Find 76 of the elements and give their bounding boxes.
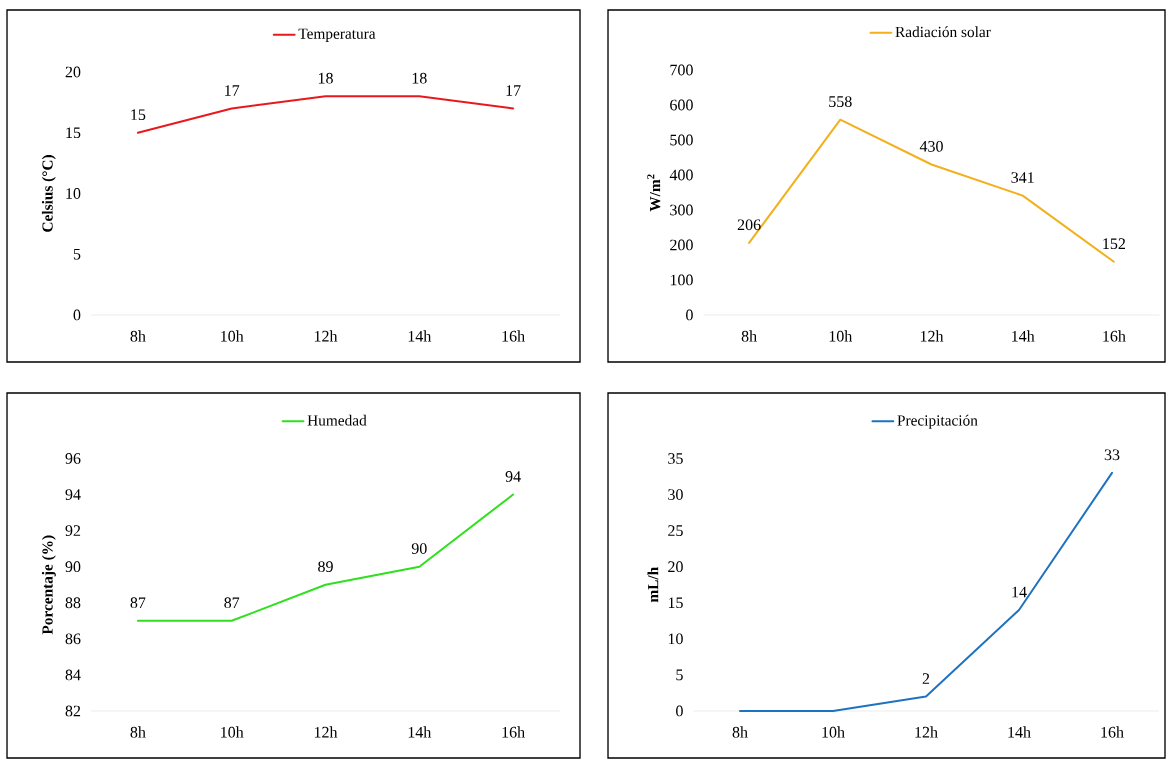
y-tick-label: 300 — [670, 204, 693, 216]
y-tick-label: 86 — [65, 633, 81, 645]
data-label: 87 — [224, 597, 240, 609]
y-tick-label: 15 — [66, 127, 81, 139]
data-label: 206 — [737, 219, 761, 231]
x-tick-label: 14h — [1008, 726, 1031, 738]
x-tick-label: 8h — [732, 726, 748, 738]
x-tick-label: 16h — [1101, 726, 1124, 738]
y-tick-label: 88 — [65, 597, 81, 609]
data-label: 152 — [1103, 238, 1125, 250]
x-tick-label: 16h — [502, 726, 525, 738]
x-tick-label: 14h — [1012, 330, 1035, 342]
x-tick-label: 10h — [221, 330, 244, 342]
y-tick-label: 35 — [668, 453, 683, 464]
y-tick-label: 92 — [65, 525, 81, 536]
data-label: 87 — [130, 597, 146, 609]
y-tick-label: 20 — [668, 561, 683, 573]
y-tick-label: 400 — [669, 169, 693, 181]
x-tick-label: 8h — [741, 330, 757, 342]
y-axis-title: Porcentaje (%) — [41, 535, 56, 635]
y-axis-title: mL/h — [647, 567, 659, 603]
data-label: 341 — [1011, 172, 1034, 183]
data-label: 18 — [412, 72, 427, 84]
legend-label: Humedad — [307, 414, 367, 426]
y-tick-label: 96 — [65, 453, 81, 464]
y-tick-label: 15 — [668, 597, 683, 609]
x-tick-label: 8h — [130, 726, 146, 738]
x-tick-label: 10h — [822, 726, 845, 738]
x-tick-label: 14h — [408, 330, 432, 342]
data-label: 430 — [919, 140, 943, 152]
data-label: 94 — [505, 471, 521, 482]
y-tick-label: 10 — [668, 633, 683, 645]
y-tick-label: 600 — [670, 99, 693, 111]
data-label: 89 — [318, 561, 333, 573]
x-tick-label: 8h — [130, 330, 146, 342]
x-tick-label: 14h — [408, 726, 432, 738]
data-label: 558 — [829, 96, 852, 107]
legend-label: Radiación solar — [895, 26, 991, 38]
data-label: 17 — [506, 85, 521, 96]
data-label: 90 — [411, 543, 427, 554]
x-tick-label: 12h — [915, 726, 938, 738]
x-tick-label: 12h — [314, 330, 338, 342]
y-tick-label: 0 — [73, 309, 81, 321]
y-tick-label: 5 — [676, 669, 683, 681]
data-label: 2 — [922, 673, 930, 684]
y-tick-label: 20 — [65, 66, 81, 78]
y-tick-label: 84 — [65, 669, 81, 681]
x-tick-label: 12h — [314, 726, 338, 738]
y-tick-label: 5 — [73, 248, 81, 260]
line-series — [739, 471, 1113, 712]
data-label: 14 — [1012, 586, 1027, 598]
y-tick-label: 500 — [670, 134, 693, 146]
x-tick-label: 10h — [829, 330, 853, 342]
y-tick-label: 0 — [686, 309, 693, 321]
x-tick-label: 10h — [221, 726, 244, 738]
x-tick-label: 16h — [1103, 330, 1126, 342]
y-tick-label: 700 — [670, 64, 693, 76]
data-label: 18 — [318, 72, 333, 84]
y-tick-label: 90 — [65, 561, 81, 573]
y-tick-label: 94 — [65, 489, 81, 500]
y-tick-label: 0 — [676, 705, 683, 717]
y-tick-label: 100 — [670, 274, 693, 286]
x-tick-label: 12h — [920, 330, 944, 342]
y-axis-title: Celsius (°C) — [41, 155, 56, 232]
y-tick-label: 10 — [66, 188, 81, 199]
data-label: 33 — [1104, 449, 1120, 461]
legend-label: Temperatura — [298, 28, 376, 42]
y-tick-label: 200 — [670, 239, 693, 251]
y-axis-title: W/m$^{2}$ — [647, 174, 661, 212]
legend-label: Precipitación — [897, 414, 978, 429]
x-tick-label: 16h — [502, 330, 525, 342]
y-tick-label: 30 — [668, 489, 683, 500]
y-tick-label: 82 — [65, 705, 81, 717]
data-label: 17 — [225, 85, 240, 96]
y-tick-label: 25 — [668, 525, 683, 536]
data-label: 15 — [131, 109, 146, 121]
